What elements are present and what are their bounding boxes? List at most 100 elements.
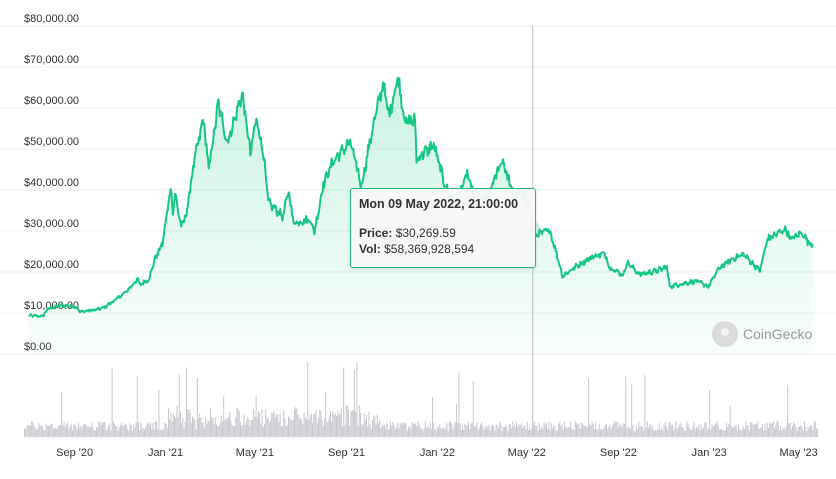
volume-bar [182,418,184,437]
volume-bar [489,431,491,437]
volume-bar [224,420,226,437]
volume-bar [655,430,657,437]
volume-bar [31,421,33,437]
volume-bar [334,412,336,437]
volume-bar [235,417,237,437]
volume-bar [249,425,251,437]
volume-bar [622,422,624,437]
volume-bar [199,413,201,437]
volume-bar [584,425,586,437]
volume-bar [111,368,113,437]
volume-bar [796,430,798,437]
volume-bar [405,423,407,437]
volume-bar [660,430,661,437]
volume-bar [738,424,739,437]
volume-bar [157,429,159,437]
volume-bar [278,421,280,437]
volume-bar [202,422,204,437]
volume-bar [282,426,283,437]
volume-bar [133,424,135,437]
volume-bar [512,421,514,437]
volume-bar [484,425,486,437]
volume-bar [481,422,483,437]
volume-bar [561,423,563,437]
volume-bar [554,426,556,437]
volume-bar [397,422,399,437]
volume-bar [499,421,501,437]
volume-bar [105,429,107,437]
volume-bar [595,421,597,437]
volume-bar [570,422,571,437]
volume-bar [254,416,256,437]
volume-bar [156,421,157,437]
volume-bar [793,421,795,437]
volume-bar [252,419,253,437]
volume-bar [414,423,415,437]
volume-bar [271,412,273,437]
volume-bar [795,427,797,437]
x-tick-label: May '23 [780,447,818,459]
volume-bar [176,406,178,437]
tooltip-vol-value: $58,369,928,594 [384,242,475,256]
volume-bar [369,423,371,437]
volume-bar [386,423,388,437]
volume-bar [240,422,241,437]
volume-bar [144,429,145,437]
volume-bar [715,423,717,437]
volume-bar [681,426,683,437]
volume-bar [129,423,131,437]
volume-bar [645,427,647,437]
volume-bar [594,429,595,437]
volume-bar [309,414,311,437]
volume-bar [586,426,588,437]
volume-bar [706,429,708,437]
volume-bar [375,423,377,437]
volume-bar [620,424,622,437]
volume-bar [145,426,147,437]
volume-bar [283,411,285,437]
volume-bar [588,378,589,437]
volume-bar [745,421,747,437]
volume-bar [460,429,462,437]
volume-bar [451,423,453,437]
volume-bar [198,418,199,437]
volume-bar [272,413,274,437]
volume-bar [631,384,633,437]
volume-bar [560,426,562,437]
volume-bar [234,426,235,437]
volume-bar [132,430,133,437]
volume-bar [708,428,709,437]
volume-bar [751,422,753,437]
volume-bar [657,428,659,437]
volume-bar [463,429,465,437]
tooltip-vol-label: Vol: [359,242,381,256]
volume-bar [135,421,137,437]
volume-bar [153,429,155,437]
volume-bar [51,424,53,437]
volume-bar [656,430,658,437]
volume-bar [530,430,532,437]
volume-bar [483,430,485,437]
volume-bar [91,422,93,437]
volume-bar [316,423,318,437]
volume-bar [806,430,808,437]
volume-bar [646,421,648,437]
volume-bar [770,423,772,437]
volume-bar [136,375,138,437]
volume-bar [688,427,690,437]
volume-bar [766,422,768,437]
volume-bar [742,426,744,437]
volume-bar [799,426,801,437]
volume-bar [216,424,217,437]
volume-bar [538,422,540,437]
volume-bar [487,426,489,437]
volume-bar [716,421,718,437]
volume-bar [603,427,605,437]
volume-bar [675,421,677,437]
volume-bar [754,423,756,437]
volume-bar [255,396,257,437]
volume-bar [805,427,807,437]
volume-bar [270,421,271,437]
volume-bar [43,430,45,437]
volume-bar [370,429,372,437]
